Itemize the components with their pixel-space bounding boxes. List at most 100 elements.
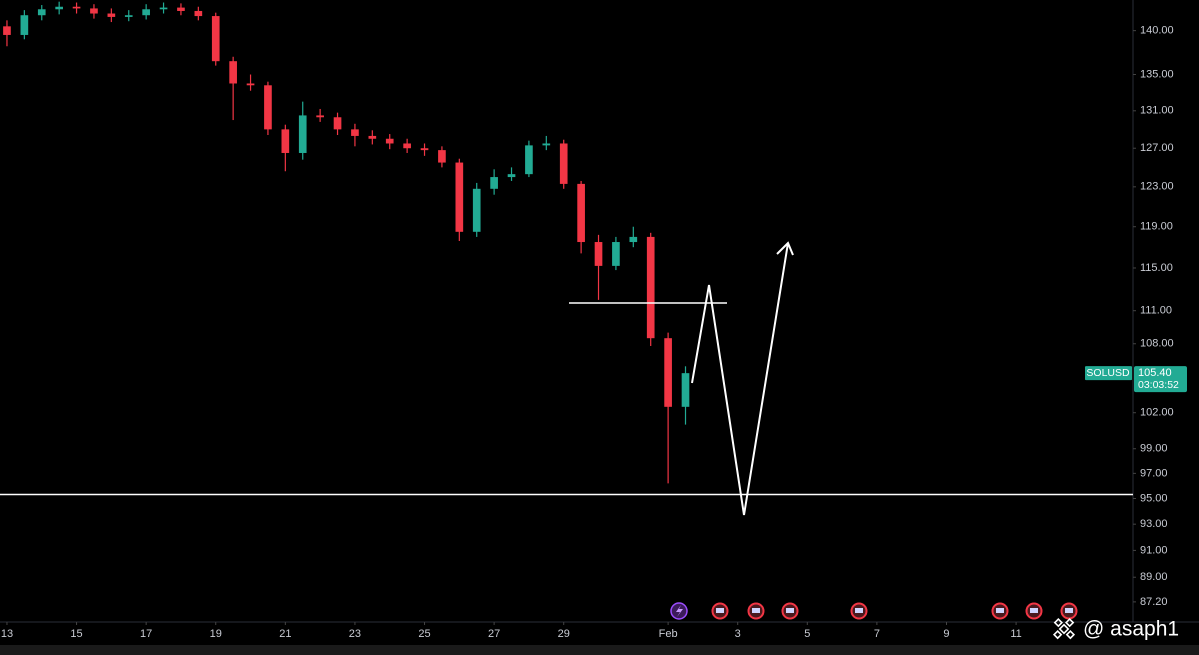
flag-glyph <box>996 608 1004 613</box>
x-tick-label: 15 <box>70 628 82 640</box>
x-tick-label: 7 <box>874 628 880 640</box>
watermark-text: @ asaph1 <box>1083 618 1179 641</box>
y-tick-label: 97.00 <box>1140 467 1168 479</box>
candle-body <box>681 373 690 407</box>
candle-body <box>646 236 655 339</box>
symbol-tag-bg <box>1085 366 1132 381</box>
x-tick-label: 11 <box>1010 628 1021 640</box>
candle-body <box>194 10 203 17</box>
y-tick-label: 135.00 <box>1140 68 1174 80</box>
candle-body <box>420 148 429 151</box>
candle-body <box>20 15 29 35</box>
symbol-tag: SOLUSD <box>1086 367 1130 379</box>
candle-body <box>159 7 168 10</box>
y-tick-label: 95.00 <box>1140 492 1168 504</box>
y-tick-label: 115.00 <box>1140 262 1173 274</box>
bottom-strip <box>0 645 1199 655</box>
y-tick-label: 99.00 <box>1140 443 1168 455</box>
drawings <box>0 241 1133 516</box>
flag-glyph <box>786 608 794 613</box>
candle-body <box>124 15 133 17</box>
y-tick-label: 87.20 <box>1140 596 1168 608</box>
candle-body <box>72 6 81 9</box>
y-tick-label: 108.00 <box>1140 338 1174 350</box>
candle-body <box>211 16 220 62</box>
x-tick-label: 27 <box>488 628 500 640</box>
candle-body <box>507 174 516 178</box>
price-tag: SOLUSD 105.40 03:03:52 <box>1085 366 1187 393</box>
candle-body <box>142 9 150 16</box>
y-tick-label: 91.00 <box>1140 544 1168 556</box>
candle-body <box>264 85 272 130</box>
flag-glyph <box>1030 608 1038 613</box>
last-price: 105.40 <box>1138 367 1172 379</box>
y-tick-label: 111.00 <box>1140 305 1172 317</box>
candle-body <box>107 13 116 17</box>
x-tick-label: 3 <box>735 628 741 640</box>
candle-body <box>333 117 342 130</box>
flag-glyph <box>1065 608 1073 613</box>
x-tick-label: 23 <box>349 628 361 640</box>
arrow-head <box>776 241 794 256</box>
candle-body <box>90 8 98 14</box>
candle-body <box>472 188 481 232</box>
candle-body <box>246 83 255 86</box>
candle-body <box>664 338 672 407</box>
candle-body <box>490 177 498 189</box>
y-axis: 140.00 135.00 131.00 127.00 123.00 119.00 115.… <box>1133 25 1174 608</box>
candle-body <box>3 26 11 35</box>
candle-body <box>37 9 46 16</box>
candle-body <box>298 115 307 153</box>
candle-body <box>559 143 568 184</box>
candle-body <box>229 61 237 84</box>
price-tag-bg <box>1134 366 1187 393</box>
flag-glyph <box>855 608 863 613</box>
candle-body <box>177 7 185 11</box>
y-tick-label: 119.00 <box>1140 221 1173 233</box>
candle-body <box>316 115 324 118</box>
x-tick-label: 5 <box>804 628 810 640</box>
candle-body <box>455 162 464 232</box>
candle-body <box>629 236 638 243</box>
projection-path <box>691 242 789 516</box>
x-tick-label: 21 <box>279 628 291 640</box>
candle-body <box>368 135 377 139</box>
candle-body <box>281 129 290 153</box>
y-tick-label: 89.00 <box>1140 571 1168 583</box>
y-tick-label: 127.00 <box>1140 142 1174 154</box>
watermark: @ asaph1 <box>1052 617 1179 641</box>
event-icon-glyph <box>676 605 683 617</box>
y-tick-label: 123.00 <box>1140 181 1174 193</box>
candle-body <box>351 129 359 136</box>
candle-body <box>525 145 533 175</box>
candle-body <box>385 138 394 144</box>
x-tick-label: 17 <box>140 628 152 640</box>
flag-glyph <box>716 608 724 613</box>
event-icons <box>670 602 1078 620</box>
candle-body <box>542 143 551 146</box>
y-tick-label: 102.00 <box>1140 407 1174 419</box>
x-tick-label: Feb <box>659 628 678 640</box>
y-tick-label: 93.00 <box>1140 518 1168 530</box>
countdown: 03:03:52 <box>1138 379 1179 391</box>
watermark-logo <box>1052 617 1076 640</box>
candle-body <box>594 242 603 266</box>
x-axis: 13 15 17 19 21 23 25 27 29 Feb 3 5 7 9 11 <box>1 622 1022 640</box>
candle-body <box>403 143 411 149</box>
y-tick-label: 140.00 <box>1140 25 1174 37</box>
flag-glyph <box>752 608 760 613</box>
x-tick-label: 13 <box>1 628 13 640</box>
x-tick-label: 9 <box>943 628 949 640</box>
x-tick-label: 25 <box>418 628 430 640</box>
candle-body <box>438 150 446 163</box>
candle-body <box>612 242 620 266</box>
candle-body <box>577 183 585 243</box>
x-tick-label: 19 <box>210 628 222 640</box>
candle-body <box>55 6 63 10</box>
y-tick-label: 131.00 <box>1140 105 1174 117</box>
plot-area <box>3 1 690 484</box>
x-tick-label: 29 <box>558 628 570 640</box>
